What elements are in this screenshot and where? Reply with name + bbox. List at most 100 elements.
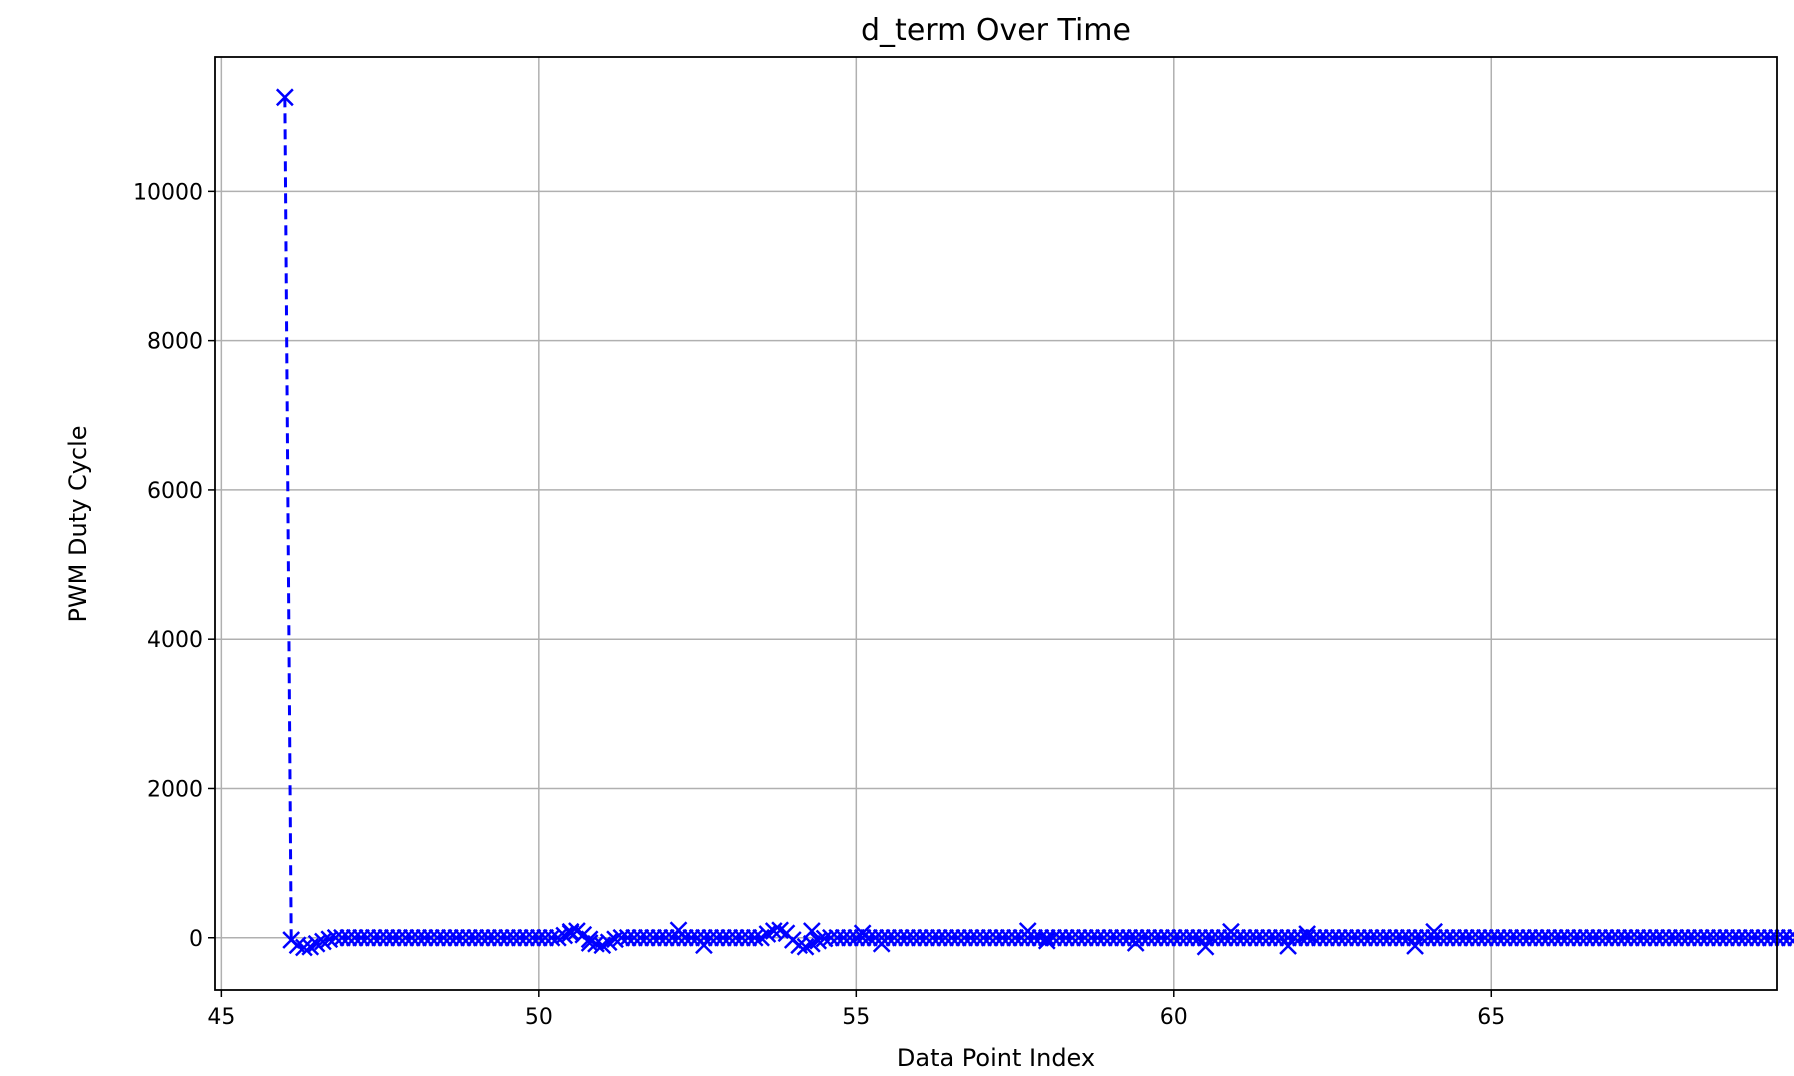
data-point [1145, 928, 1164, 947]
data-point [1698, 928, 1717, 947]
data-point [637, 928, 656, 947]
data-point [441, 928, 459, 947]
data-point [1603, 928, 1621, 947]
data-point [523, 928, 542, 947]
data-point [1298, 925, 1317, 943]
data-point [1742, 928, 1761, 947]
x-tick-label: 45 [207, 1005, 235, 1030]
data-point [1520, 928, 1539, 947]
data-point [726, 928, 745, 947]
data-point [275, 88, 294, 107]
data-point [612, 928, 631, 947]
data-point [1545, 928, 1564, 947]
data-point [1482, 928, 1501, 947]
data-point [917, 928, 936, 947]
data-point [1037, 931, 1056, 950]
data-point [1514, 928, 1532, 947]
y-tick-label: 10000 [133, 180, 203, 205]
data-point [1634, 928, 1653, 947]
data-point [1774, 928, 1793, 947]
data-point [1222, 922, 1240, 941]
data-point [1666, 928, 1685, 947]
data-point [345, 928, 364, 947]
data-point [1190, 928, 1209, 947]
data-point [872, 934, 891, 953]
data-point [1552, 928, 1570, 947]
data-point [1260, 928, 1278, 947]
data-point [631, 928, 650, 947]
data-point [1425, 928, 1444, 947]
data-point [1717, 928, 1736, 947]
data-point [1660, 928, 1678, 947]
y-tick-label: 6000 [147, 479, 203, 504]
data-point [695, 936, 713, 955]
data-point [1164, 928, 1183, 947]
data-point [314, 932, 332, 951]
data-point [1349, 928, 1367, 947]
data-point [1152, 928, 1170, 947]
data-point [460, 928, 478, 947]
data-point [1355, 928, 1374, 947]
data-point [453, 928, 472, 947]
data-point [936, 928, 955, 947]
data-point [1310, 928, 1329, 947]
data-point [1450, 928, 1469, 947]
data-point [1095, 928, 1113, 947]
data-point [1126, 928, 1145, 947]
data-point [1533, 928, 1551, 947]
data-point [1437, 928, 1456, 947]
data-point [1653, 928, 1672, 947]
data-point [1564, 928, 1583, 947]
data-point [326, 928, 345, 947]
data-point [1412, 928, 1431, 947]
data-point [1183, 928, 1202, 947]
data-point [853, 924, 872, 943]
data-point [949, 928, 967, 947]
data-point [402, 928, 421, 947]
data-point [1107, 928, 1126, 947]
data-point [1234, 928, 1253, 947]
data-point [491, 928, 510, 947]
data-point [479, 928, 497, 947]
data-point [1444, 928, 1463, 947]
data-point [822, 928, 840, 947]
series-layer [275, 88, 1794, 957]
data-point [1342, 928, 1361, 947]
data-point [1279, 937, 1297, 955]
data-point [974, 928, 993, 947]
data-point [1685, 928, 1704, 947]
data-point [1056, 928, 1075, 947]
data-point [529, 928, 548, 947]
data-point [1374, 928, 1393, 947]
data-point [1691, 928, 1710, 947]
data-point [1495, 928, 1513, 947]
y-axis-label: PWM Duty Cycle [64, 425, 92, 622]
data-point [447, 928, 466, 947]
series-line [283, 97, 1794, 949]
y-tick-label: 4000 [147, 628, 203, 653]
data-point [1780, 928, 1794, 947]
x-tick-label: 55 [842, 1005, 870, 1030]
data-point [472, 928, 491, 947]
x-tick-label: 65 [1477, 1005, 1505, 1030]
data-point [1139, 928, 1158, 947]
data-point [1272, 928, 1291, 947]
data-point [1628, 928, 1647, 947]
data-point [1279, 928, 1297, 947]
data-point [1507, 928, 1526, 947]
data-point [364, 928, 383, 947]
data-point [720, 928, 739, 947]
data-point [955, 928, 974, 947]
data-point [1037, 928, 1056, 947]
data-point [358, 928, 377, 947]
data-point [517, 928, 536, 947]
data-point [891, 928, 910, 947]
data-point [1329, 928, 1348, 947]
data-point [993, 928, 1012, 947]
data-point [1463, 928, 1482, 947]
data-point [1736, 928, 1755, 947]
data-point [307, 934, 326, 953]
data-point [1590, 928, 1609, 947]
data-point [498, 928, 516, 947]
data-point [1679, 928, 1697, 947]
